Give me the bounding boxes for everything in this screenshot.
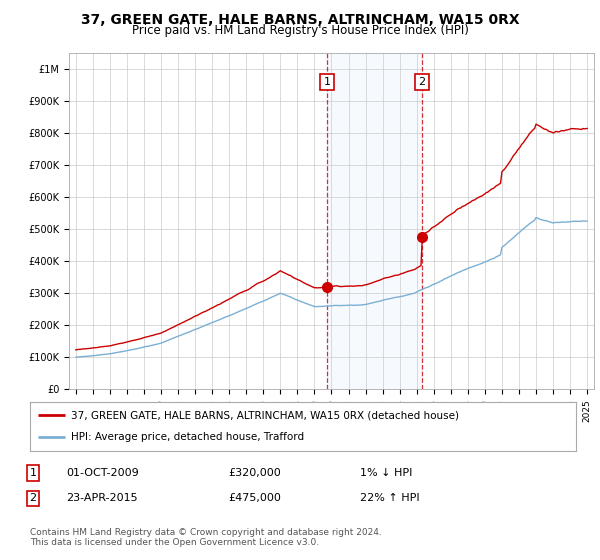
Text: 22% ↑ HPI: 22% ↑ HPI: [360, 493, 419, 503]
Text: Price paid vs. HM Land Registry's House Price Index (HPI): Price paid vs. HM Land Registry's House …: [131, 24, 469, 37]
Text: Contains HM Land Registry data © Crown copyright and database right 2024.
This d: Contains HM Land Registry data © Crown c…: [30, 528, 382, 547]
Bar: [327, 53, 422, 389]
Text: 37, GREEN GATE, HALE BARNS, ALTRINCHAM, WA15 0RX (detached house): 37, GREEN GATE, HALE BARNS, ALTRINCHAM, …: [71, 410, 459, 421]
Text: 37, GREEN GATE, HALE BARNS, ALTRINCHAM, WA15 0RX: 37, GREEN GATE, HALE BARNS, ALTRINCHAM, …: [80, 13, 520, 27]
Text: £475,000: £475,000: [228, 493, 281, 503]
Text: 1: 1: [29, 468, 37, 478]
Text: 1% ↓ HPI: 1% ↓ HPI: [360, 468, 412, 478]
Text: 1: 1: [324, 77, 331, 87]
Text: 2: 2: [29, 493, 37, 503]
Text: 2: 2: [418, 77, 425, 87]
Text: 23-APR-2015: 23-APR-2015: [66, 493, 137, 503]
Text: HPI: Average price, detached house, Trafford: HPI: Average price, detached house, Traf…: [71, 432, 304, 442]
Text: £320,000: £320,000: [228, 468, 281, 478]
Text: 01-OCT-2009: 01-OCT-2009: [66, 468, 139, 478]
